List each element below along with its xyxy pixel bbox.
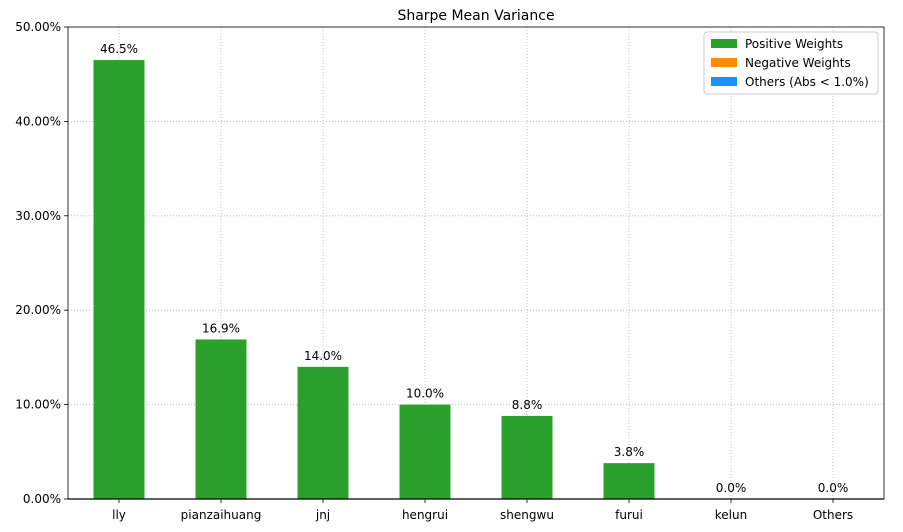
x-tick-label: jnj [315,508,330,522]
bar-lly [93,60,145,499]
legend-label: Others (Abs < 1.0%) [745,75,869,89]
bar-pianzaihuang [195,339,247,499]
legend-box [703,31,879,95]
x-tick-label: lly [112,508,126,522]
legend: Positive Weights Negative Weights Others (… [703,31,879,95]
x-tick-labels: lly pianzaihuang jnj hengrui shengwu furui kel… [112,508,853,522]
x-tick-label: furui [615,508,643,522]
y-tick-label: 0.00% [23,492,61,506]
data-label: 0.0% [716,481,747,495]
data-label: 8.8% [512,398,543,412]
chart-title: Sharpe Mean Variance [397,8,554,24]
legend-swatch [711,77,737,86]
bar-furui [603,463,655,499]
grid [68,26,884,500]
x-tick-label: pianzaihuang [181,508,262,522]
y-tick-label: 50.00% [15,20,61,34]
data-label: 16.9% [202,321,240,335]
bar-jnj [297,366,349,499]
data-label: 46.5% [100,42,138,56]
data-label: 14.0% [304,349,342,363]
x-tick-label: hengrui [402,508,448,522]
legend-swatch [711,58,737,67]
data-label: 3.8% [614,445,645,459]
y-tick-labels: 0.00% 10.00% 20.00% 30.00% 40.00% 50.00% [15,20,61,506]
bars [93,60,655,499]
data-label: 10.0% [406,387,444,401]
y-tick-label: 20.00% [15,303,61,317]
plot-frame [67,26,885,500]
x-tick-label: shengwu [500,508,554,522]
axes [64,26,885,503]
legend-label: Positive Weights [745,37,843,51]
legend-label: Negative Weights [745,56,851,70]
bar-shengwu [501,415,553,499]
y-tick-label: 30.00% [15,209,61,223]
data-labels: 46.5% 16.9% 14.0% 10.0% 8.8% 3.8% 0.0% 0.0% [100,42,848,495]
y-tick-label: 40.00% [15,114,61,128]
y-tick-label: 10.00% [15,398,61,412]
data-label: 0.0% [818,481,849,495]
legend-swatch [711,39,737,48]
x-tick-label: kelun [715,508,747,522]
bar-hengrui [399,404,451,499]
x-tick-label: Others [813,508,853,522]
